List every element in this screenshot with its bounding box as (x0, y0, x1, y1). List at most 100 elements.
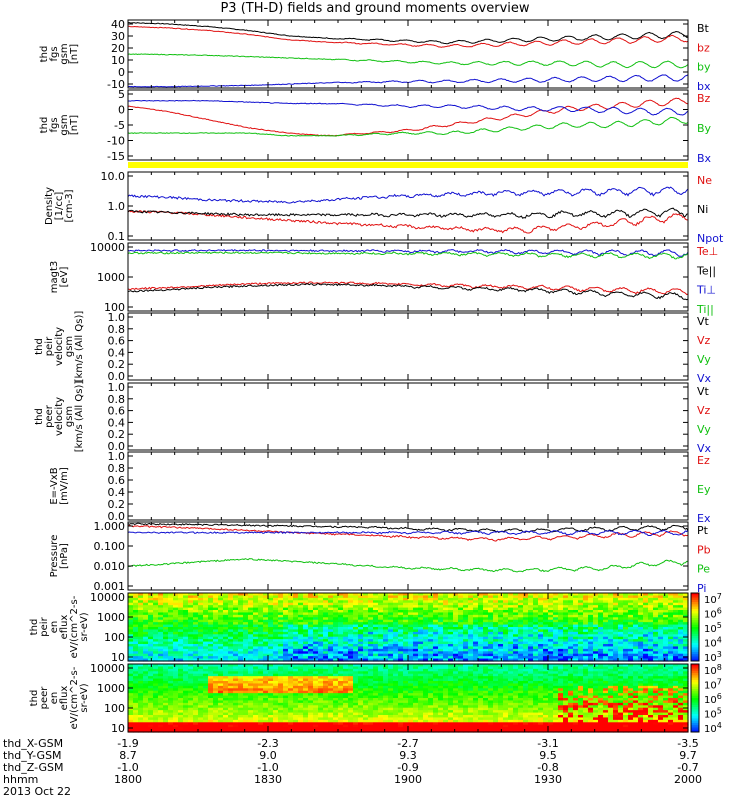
spectrogram-cell (258, 678, 264, 682)
spectrogram-cell (288, 712, 294, 716)
spectrogram-cell (378, 602, 384, 606)
spectrogram-cell (163, 644, 169, 648)
y-axis-label-line: thd (39, 117, 50, 134)
spectrogram-cell (198, 707, 204, 711)
spectrogram-cell (588, 600, 594, 604)
spectrogram-cell (163, 666, 169, 670)
spectrogram-cell (543, 593, 549, 597)
spectrogram-cell (248, 664, 254, 668)
spectrogram-cell (548, 636, 554, 640)
spectrogram-cell (573, 651, 579, 655)
spectrogram-cell (303, 607, 309, 611)
spectrogram-cell (673, 656, 679, 660)
spectrogram-cell (288, 690, 294, 694)
spectrogram-cell (533, 631, 539, 635)
spectrogram-cell (133, 610, 139, 614)
spectrogram-cell (413, 593, 419, 597)
spectrogram-cell (628, 627, 634, 631)
spectrogram-cell (628, 629, 634, 633)
spectrogram-cell (613, 658, 619, 662)
spectrogram-cell (358, 636, 364, 640)
spectrogram-cell (183, 710, 189, 714)
spectrogram-cell (208, 634, 214, 638)
spectrogram-cell (633, 634, 639, 638)
spectrogram-cell (313, 619, 319, 623)
spectrogram-cell (223, 664, 229, 668)
spectrogram-cell (408, 614, 414, 618)
spectrogram-cell (313, 597, 319, 601)
spectrogram-cell (548, 631, 554, 635)
spectrogram-cell (553, 636, 559, 640)
spectrogram-cell (458, 646, 464, 650)
spectrogram-cell (138, 693, 144, 697)
spectrogram-cell (623, 639, 629, 643)
spectrogram-cell (683, 648, 689, 652)
spectrogram-cell (128, 614, 134, 618)
spectrogram-cell (263, 634, 269, 638)
spectrogram-cell (548, 597, 554, 601)
spectrogram-cell (208, 602, 214, 606)
spectrogram-cell (463, 646, 469, 650)
spectrogram-cell (183, 671, 189, 675)
spectrogram-cell (658, 605, 664, 609)
spectrogram-cell (293, 693, 299, 697)
spectrogram-cell (663, 595, 669, 599)
spectrogram-cell (438, 646, 444, 650)
y-tick-label: 0.0 (108, 370, 126, 383)
spectrogram-cell (523, 644, 529, 648)
spectrogram-cell (328, 634, 334, 638)
spectrogram-cell (523, 595, 529, 599)
spectrogram-cell (358, 593, 364, 597)
spectrogram-cell (618, 597, 624, 601)
spectrogram-cell (613, 617, 619, 621)
spectrogram-cell (163, 622, 169, 626)
spectrogram-cell (243, 712, 249, 716)
spectrogram-cell (148, 631, 154, 635)
spectrogram-cell (393, 656, 399, 660)
spectrogram-cell (603, 656, 609, 660)
spectrogram-cell (468, 614, 474, 618)
spectrogram-cell (258, 600, 264, 604)
y-axis-label-line: thd (29, 619, 40, 636)
spectrogram-cell (633, 593, 639, 597)
spectrogram-cell (193, 666, 199, 670)
spectrogram-cell (263, 673, 269, 677)
spectrogram-cell (448, 624, 454, 628)
spectrogram-cell (328, 597, 334, 601)
spectrogram-cell (178, 639, 184, 643)
spectrogram-cell (248, 631, 254, 635)
spectrogram-cell (428, 597, 434, 601)
spectrogram-cell (148, 619, 154, 623)
legend-entry: Ni (697, 203, 708, 216)
spectrogram-cell (253, 717, 259, 721)
spectrogram-cell (193, 619, 199, 623)
spectrogram-cell (643, 646, 649, 650)
spectrogram-cell (423, 605, 429, 609)
spectrogram-cell (398, 646, 404, 650)
spectrogram-cell (273, 702, 279, 706)
spectrogram-cell (223, 653, 229, 657)
spectrogram-cell (358, 595, 364, 599)
spectrogram-cell (573, 658, 579, 662)
spectrogram-cell (223, 693, 229, 697)
y-tick-label: 1.0 (108, 450, 126, 463)
spectrogram-cell (588, 629, 594, 633)
spectrogram-cell (488, 639, 494, 643)
spectrogram-cell (273, 664, 279, 668)
spectrogram-cell (483, 641, 489, 645)
spectrogram-cell (538, 641, 544, 645)
spectrogram-cell (503, 656, 509, 660)
spectrogram-cell (568, 617, 574, 621)
spectrogram-cell (433, 634, 439, 638)
spectrogram-cell (238, 681, 244, 685)
spectrogram-cell (588, 614, 594, 618)
spectrogram-cell (333, 614, 339, 618)
spectrogram-cell (563, 651, 569, 655)
spectrogram-cell (628, 644, 634, 648)
spectrogram-cell (228, 627, 234, 631)
spectrogram-cell (648, 600, 654, 604)
spectrogram-cell (443, 600, 449, 604)
spectrogram-cell (408, 644, 414, 648)
spectrogram-cell (298, 700, 304, 704)
spectrogram-cell (198, 710, 204, 714)
